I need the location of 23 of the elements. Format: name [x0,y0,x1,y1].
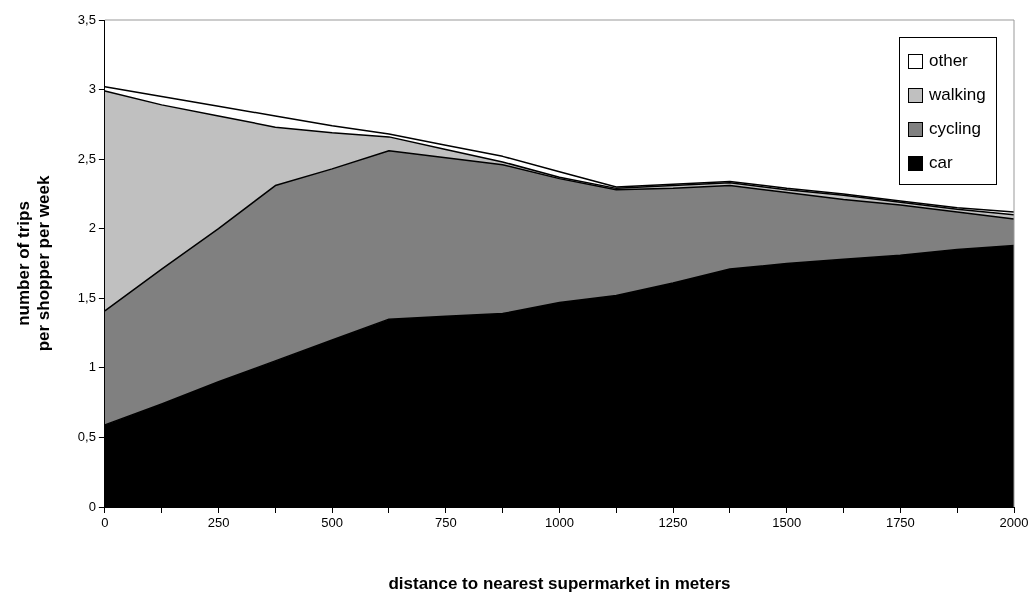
x-tick-label: 1500 [772,515,802,531]
legend-label: car [929,153,953,173]
y-tick-label: 3,5 [77,11,96,27]
x-tick-label: 2000 [999,515,1029,531]
x-tick-label: 0 [101,515,109,531]
y-tick-label: 0 [88,498,96,514]
legend-label: cycling [929,119,981,139]
x-axis-title: distance to nearest supermarket in meters [388,574,731,594]
y-tick-label: 2 [88,220,96,236]
y-tick-label: 2,5 [77,150,96,166]
x-tick-label: 750 [434,515,457,531]
legend-label: other [929,51,968,71]
x-tick-label: 1000 [544,515,574,531]
x-tick-label: 1250 [658,515,688,531]
y-tick-label: 0,5 [77,429,96,445]
x-tick-label: 1750 [885,515,915,531]
x-tick-label: 250 [207,515,230,531]
x-tick-label: 500 [321,515,344,531]
y-tick-label: 1,5 [77,289,96,305]
y-tick-label: 1 [88,359,96,375]
y-axis-title: number of trips per shopper per week [13,175,54,352]
y-tick-label: 3 [88,81,96,97]
legend-label: walking [929,85,986,105]
